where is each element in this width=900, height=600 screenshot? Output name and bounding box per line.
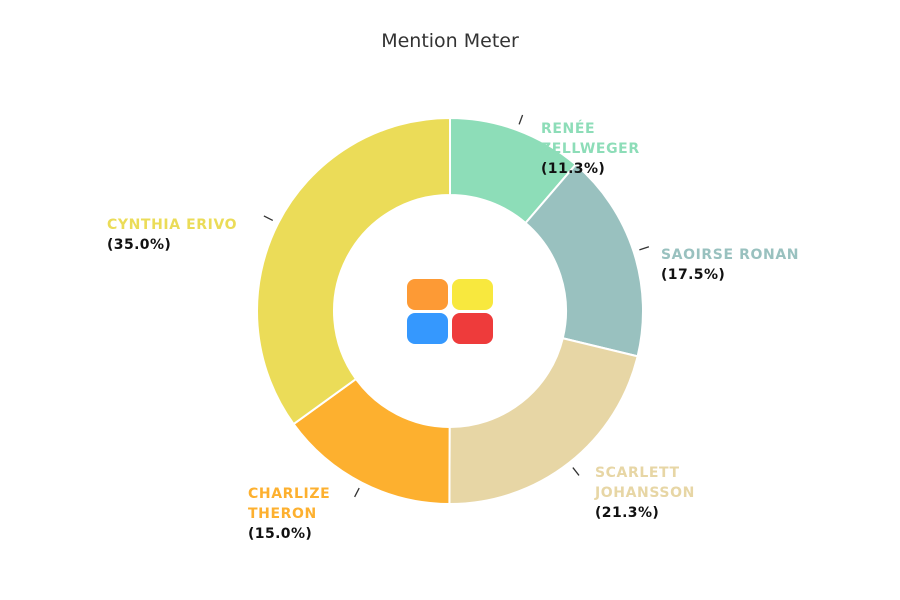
- slice-percent: (21.3%): [595, 505, 659, 521]
- slice-cynthia-erivo[interactable]: [256, 116, 451, 426]
- logo-square-yellow: [452, 279, 493, 310]
- four-squares-logo-icon: [407, 279, 493, 344]
- logo-square-blue: [407, 313, 448, 344]
- slice-name: RENÉE: [541, 120, 595, 137]
- leader-line-scarlett-johansson: [572, 467, 580, 476]
- slice-scarlett-johansson[interactable]: [448, 337, 639, 505]
- slice-name: CYNTHIA ERIVO: [107, 217, 237, 233]
- leader-lines: [263, 114, 650, 498]
- leader-line-charlize-theron: [354, 487, 360, 498]
- slice-name: CHARLIZE: [248, 486, 330, 502]
- slice-name: SCARLETT: [595, 465, 680, 481]
- slice-label-saoirse-ronan: SAOIRSE RONAN (17.5%): [661, 247, 799, 283]
- slice-label-scarlett-johansson: SCARLETT JOHANSSON (21.3%): [594, 465, 695, 521]
- logo-square-red: [452, 313, 493, 344]
- slice-name: SAOIRSE RONAN: [661, 247, 799, 263]
- slice-percent: (15.0%): [248, 526, 312, 542]
- slice-percent: (17.5%): [661, 267, 725, 283]
- leader-line-renee-zellweger: [518, 114, 524, 125]
- slice-name: ZELLWEGER: [541, 141, 640, 157]
- slice-label-charlize-theron: CHARLIZE THERON (15.0%): [248, 486, 330, 542]
- leader-line-saoirse-ronan: [639, 246, 650, 251]
- slice-label-renee-zellweger: RENÉE ZELLWEGER (11.3%): [541, 120, 640, 177]
- chart-title: Mention Meter: [381, 30, 519, 52]
- donut-slices: [256, 116, 644, 506]
- logo-square-orange: [407, 279, 448, 310]
- slice-percent: (35.0%): [107, 237, 171, 253]
- slice-labels: RENÉE ZELLWEGER (11.3%) SAOIRSE RONAN (17.5%…: [107, 120, 799, 542]
- slice-label-cynthia-erivo: CYNTHIA ERIVO (35.0%): [107, 217, 237, 253]
- slice-percent: (11.3%): [541, 161, 605, 177]
- slice-name: THERON: [248, 506, 317, 522]
- slice-name: JOHANSSON: [594, 485, 695, 501]
- leader-line-cynthia-erivo: [263, 215, 274, 222]
